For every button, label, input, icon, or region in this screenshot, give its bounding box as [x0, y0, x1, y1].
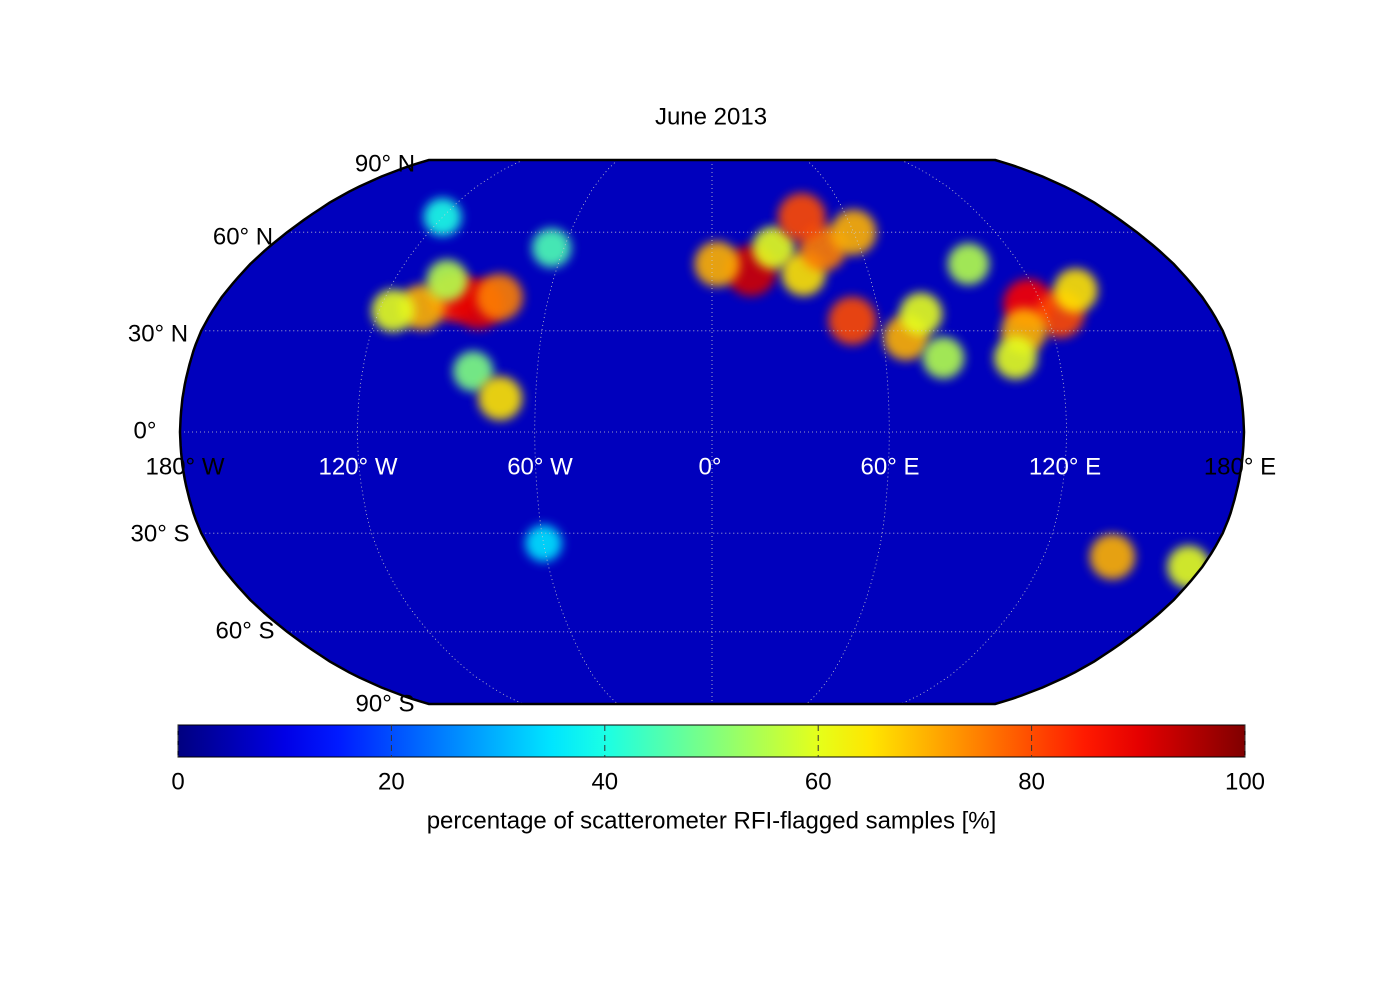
rfi-hotspot: [452, 351, 494, 392]
latitude-label: 30° S: [131, 520, 190, 547]
longitude-label: 120° E: [1029, 453, 1101, 480]
rfi-hotspot: [531, 228, 572, 268]
rfi-hotspot: [828, 296, 877, 345]
rfi-hotspot: [1053, 268, 1098, 313]
rfi-hotspot: [830, 209, 877, 255]
graticule-labels: 90° N 60° N 30° N 0° 30° S 60° S 90° S 180° W 12…: [128, 150, 1276, 717]
rfi-hotspot: [476, 273, 523, 321]
longitude-label: 0°: [699, 453, 722, 480]
rfi-hotspot: [694, 241, 740, 287]
rfi-hotspot: [525, 524, 562, 562]
longitude-label: 60° E: [861, 453, 920, 480]
latitude-label: 60° N: [213, 223, 273, 250]
rfi-hotspot: [922, 336, 965, 379]
longitude-label: 60° W: [507, 453, 573, 480]
rfi-hotspot: [478, 376, 523, 421]
latitude-label: 0°: [134, 417, 157, 444]
map-title: June 2013: [655, 103, 767, 130]
rfi-hotspot: [1089, 534, 1136, 580]
rfi-hotspot: [899, 292, 943, 336]
longitude-label: 180° W: [146, 453, 225, 480]
latitude-label: 30° N: [128, 320, 188, 347]
colorbar-tick-label: 0: [171, 768, 184, 795]
latitude-label: 60° S: [216, 617, 275, 644]
colorbar-tick-label: 100: [1225, 768, 1265, 795]
colorbar-gradient: [177, 724, 1246, 758]
colorbar-label: percentage of scatterometer RFI-flagged …: [427, 807, 997, 834]
rfi-hotspot: [423, 198, 462, 237]
map-outline: [178, 158, 1246, 706]
longitude-label: 180° E: [1204, 453, 1276, 480]
map: [180, 160, 1244, 704]
rfi-hotspot: [426, 259, 468, 302]
rfi-hotspot: [994, 336, 1038, 380]
colorbar-tick-label: 60: [805, 768, 832, 795]
rfi-hotspot: [777, 193, 826, 242]
longitude-label: 120° W: [319, 453, 398, 480]
colorbar-tick-label: 20: [378, 768, 405, 795]
latitude-label: 90° S: [356, 690, 415, 717]
colorbar: 0 20 40 60 80 100 percentage of scatterometer …: [171, 724, 1265, 834]
rfi-hotspot: [371, 289, 415, 333]
colorbar-tick-label: 80: [1018, 768, 1045, 795]
latitude-label: 90° N: [355, 150, 415, 177]
colorbar-tick-label: 40: [591, 768, 618, 795]
rfi-hotspot: [752, 226, 796, 270]
rfi-hotspot: [947, 243, 990, 285]
